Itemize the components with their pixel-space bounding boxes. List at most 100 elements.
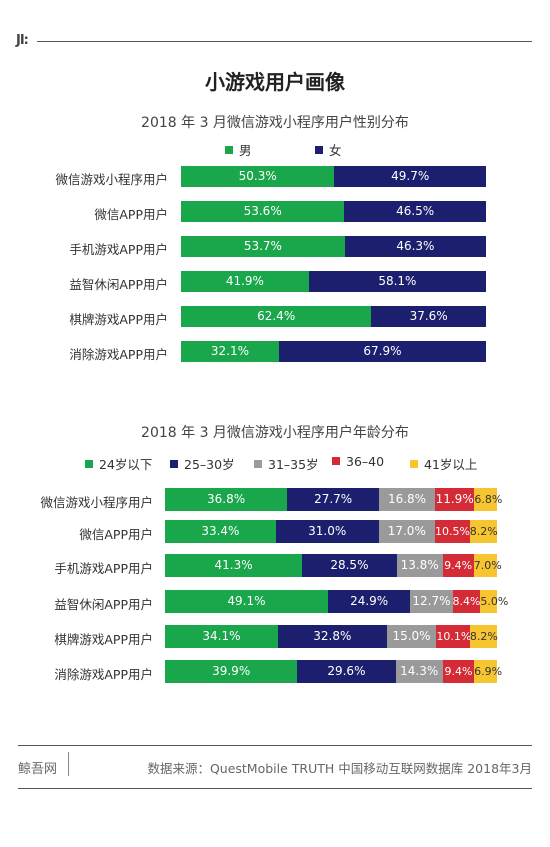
data-label: 46.5% [396,204,435,218]
legend-swatch [410,460,418,468]
bar-segment: 10.5% [434,520,470,543]
legend-swatch [254,460,262,468]
bar-segment: 39.9% [165,660,298,683]
bar-segment: 58.1% [308,271,486,292]
bar-segment: 62.4% [181,306,372,327]
bar-segment: 32.1% [181,341,279,362]
chart-title: 2018 年 3 月微信游戏小程序用户性别分布 [141,115,409,131]
bar-segment: 49.7% [334,166,486,187]
bar-segment: 41.9% [181,271,309,292]
legend-item: 男 [225,140,252,159]
data-label: 34.1% [202,629,241,643]
data-source-note: 数据来源：QuestMobile TRUTH 中国移动互联网数据库 2018年3… [147,761,532,776]
data-label: 16.8% [387,492,427,506]
bar-segment: 13.8% [396,554,443,577]
bar-segment: 6.9% [474,660,502,683]
data-label: 10.1% [436,630,472,643]
data-label: 15.0% [392,629,431,643]
bar-segment: 11.9% [434,488,475,511]
legend-item: 25–30岁 [170,454,235,473]
data-label: 7.0% [473,559,502,572]
category-label: 微信APP用户 [79,527,153,542]
bar-segment: 41.3% [165,554,303,577]
chart-title: 2018 年 3 月微信游戏小程序用户年龄分布 [141,425,409,441]
category-label: 微信游戏小程序用户 [55,172,168,187]
category-label: 消除游戏APP用户 [54,667,153,682]
legend-item: 女 [315,140,342,159]
data-label: 33.4% [201,524,240,538]
data-label: 27.7% [314,492,353,506]
bar-segment: 6.8% [474,488,502,511]
legend-item: 31–35岁 [254,454,319,473]
footer-separator [68,752,69,776]
data-label: 49.7% [391,169,430,183]
legend-item: 24岁以下 [85,454,152,473]
data-label: 8.4% [452,595,481,608]
data-label: 41.9% [225,274,264,288]
data-label: 10.5% [434,525,470,538]
data-label: 8.2% [469,525,498,538]
bar-segment: 5.0% [480,590,508,613]
data-label: 58.1% [378,274,417,288]
legend-item: 41岁以上 [410,454,477,473]
bar-segment: 15.0% [386,625,437,648]
bar-segment: 50.3% [181,166,335,187]
bar-segment: 8.4% [452,590,481,613]
legend-swatch [315,146,323,154]
data-label: 36.8% [207,492,246,506]
data-label: 53.6% [243,204,282,218]
bar-segment: 31.0% [275,520,379,543]
data-label: 46.3% [396,239,435,253]
bar-segment: 34.1% [165,625,278,648]
bar-segment: 53.7% [181,236,345,257]
category-label: 微信APP用户 [94,207,168,222]
bar-segment: 16.8% [379,488,435,511]
bar-segment: 28.5% [302,554,397,577]
data-label: 67.9% [363,344,402,358]
data-label: 24.9% [350,594,389,608]
bar-segment: 33.4% [165,520,276,543]
footer-divider-bottom [18,788,532,789]
bar-segment: 7.0% [473,554,502,577]
data-label: 50.3% [238,169,277,183]
category-label: 手机游戏APP用户 [54,561,153,576]
legend-label: 31–35岁 [268,457,319,472]
bar-segment: 67.9% [278,341,486,362]
data-label: 41.3% [214,558,253,572]
data-label: 32.8% [313,629,352,643]
bar-segment: 9.4% [442,660,475,683]
data-label: 13.8% [400,558,439,572]
top-divider [37,41,532,42]
data-label: 14.3% [400,664,439,678]
bar-segment: 9.4% [442,554,474,577]
data-label: 5.0% [480,595,509,608]
bar-segment: 8.2% [469,520,498,543]
bar-segment: 14.3% [395,660,443,683]
footer-divider-top [18,745,532,746]
bar-segment: 36.8% [165,488,288,511]
legend-label: 24岁以下 [99,457,153,472]
category-label: 手机游戏APP用户 [69,242,168,257]
bar-segment: 46.5% [344,201,486,222]
bar-segment: 27.7% [287,488,380,511]
category-label: 消除游戏APP用户 [69,347,168,362]
data-label: 29.6% [327,664,366,678]
page-title: 小游戏用户画像 [205,70,345,94]
data-label: 49.1% [227,594,266,608]
data-label: 37.6% [409,309,448,323]
data-label: 9.4% [444,559,473,572]
legend-swatch [225,146,233,154]
bar-segment: 29.6% [297,660,396,683]
data-label: 53.7% [243,239,282,253]
category-label: 益智休闲APP用户 [54,597,153,612]
bar-segment: 49.1% [165,590,328,613]
legend-swatch [332,457,340,465]
legend-label: 男 [239,143,252,158]
data-label: 9.4% [444,665,473,678]
data-label: 39.9% [212,664,251,678]
legend-label: 女 [329,143,342,158]
data-label: 31.0% [308,524,347,538]
data-label: 62.4% [257,309,296,323]
bar-segment: 8.2% [469,625,498,648]
data-label: 6.9% [474,665,503,678]
